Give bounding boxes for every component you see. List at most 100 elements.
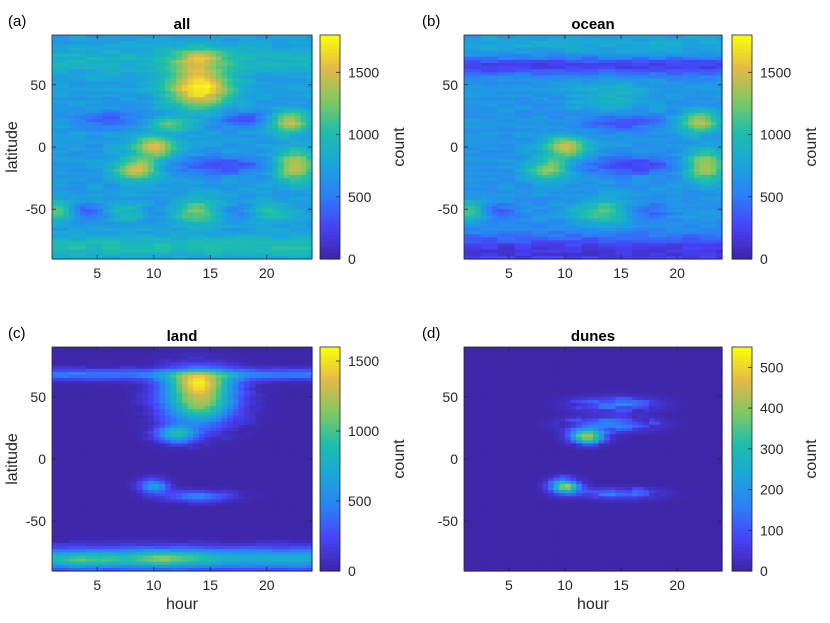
heatmap-cell [193,66,200,70]
heatmap-cell [182,125,189,129]
heatmap-cell [57,112,64,117]
heatmap-cell [210,234,217,238]
heatmap-cell [170,97,177,101]
heatmap-cell [68,115,76,120]
heatmap-cell [57,203,64,207]
heatmap-cell [136,240,144,245]
heatmap-cell [227,153,234,157]
heatmap-cell [581,84,588,89]
heatmap-cell [272,122,279,126]
heatmap-cell [289,203,296,207]
heatmap-cell [244,171,251,176]
heatmap-cell [165,178,172,182]
heatmap-cell [182,165,189,170]
heatmap-cell [503,246,510,251]
heatmap-cell [159,134,166,139]
heatmap-cell [142,221,149,226]
colorbar-label: count [391,127,408,167]
heatmap-cell [278,175,285,179]
heatmap-cell [159,125,166,129]
heatmap-cell [497,206,504,210]
heatmap-cell [261,221,268,226]
heatmap-cell [486,109,493,114]
heatmap-cell [102,165,110,170]
heatmap-cell [464,221,471,226]
heatmap-cell [215,56,223,61]
heatmap-cell [514,234,521,238]
heatmap-cell [102,137,110,142]
heatmap-cell [187,44,194,49]
heatmap-cell [170,143,177,148]
heatmap-cell [469,97,476,101]
heatmap-cell [153,115,160,120]
heatmap-cell [542,125,549,129]
heatmap-cell [119,165,127,170]
heatmap-cell [238,134,245,139]
heatmap-cell [531,184,538,189]
heatmap-cell [119,115,127,120]
heatmap-cell [221,143,228,148]
heatmap-cell [261,63,268,67]
heatmap-cell [227,131,234,136]
heatmap-cell [221,59,228,64]
heatmap-cell [559,44,566,49]
heatmap-cell [255,243,262,248]
heatmap-cell [576,227,583,232]
heatmap-cell [503,143,510,148]
heatmap-cell [142,134,149,139]
heatmap-cell [210,53,217,58]
heatmap-cell [300,72,307,77]
heatmap-cell [283,109,290,114]
heatmap-cell [542,56,549,61]
heatmap-cell [125,63,132,67]
heatmap-cell [475,97,482,101]
heatmap-cell [514,78,521,83]
heatmap-cell [486,72,493,77]
heatmap-cell [204,106,211,111]
heatmap-cell [553,237,560,241]
heatmap-cell [520,128,527,133]
heatmap-cell [215,53,223,58]
heatmap-cell [503,215,510,220]
heatmap-cell [261,59,268,64]
heatmap-cell [97,150,104,154]
heatmap-cell [249,134,257,139]
heatmap-cell [469,193,476,198]
heatmap-cell [210,165,217,170]
heatmap-cell [508,196,516,201]
heatmap-cell [553,106,560,111]
heatmap-cell [283,193,290,198]
heatmap-cell [548,38,555,42]
heatmap-cell [148,50,155,55]
heatmap-cell [464,94,471,98]
heatmap-cell [564,224,572,229]
heatmap-cell [68,103,76,108]
heatmap-cell [108,165,115,170]
heatmap-cell [198,125,206,129]
heatmap-cell [165,249,172,254]
heatmap-cell [514,246,521,251]
heatmap-cell [63,128,70,133]
heatmap-cell [210,59,217,64]
heatmap-cell [210,50,217,55]
heatmap-cell [108,221,115,226]
heatmap-cell [559,91,566,95]
heatmap-cell [503,131,510,136]
heatmap-cell [300,196,307,201]
heatmap-cell [165,171,172,176]
heatmap-cell [193,143,200,148]
colorbar-step [320,227,340,232]
heatmap-cell [193,231,200,235]
heatmap-cell [492,187,499,192]
heatmap-cell [249,128,257,133]
heatmap-cell [198,224,206,229]
heatmap-cell [531,203,538,207]
heatmap-cell [57,193,64,198]
heatmap-cell [170,171,177,176]
heatmap-cell [63,125,70,129]
heatmap-cell [182,150,189,154]
heatmap-cell [469,153,476,157]
heatmap-cell [193,41,200,45]
heatmap-cell [119,231,127,235]
heatmap-cell [278,165,285,170]
